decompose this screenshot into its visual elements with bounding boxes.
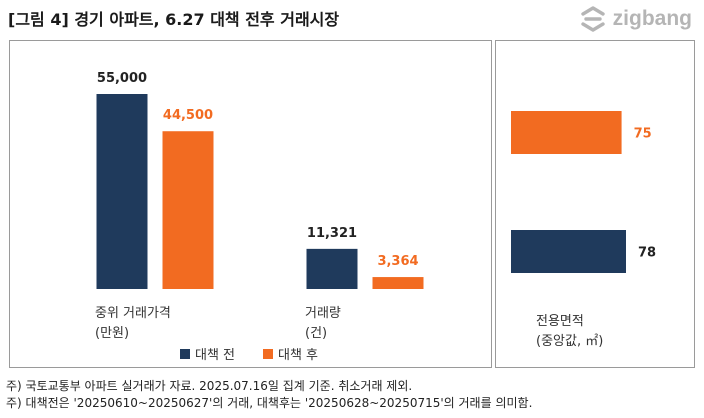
hbar-after [511, 111, 622, 154]
data-label-after-1: 3,364 [377, 254, 418, 269]
grouped-bar-chart: 55,000 44,500 중위 거래가격 (만원) 11,321 3,364 거래량 (건)… [95, 71, 424, 363]
left-chart-panel: 55,000 44,500 중위 거래가격 (만원) 11,321 3,364 거래량 (건)… [9, 40, 492, 368]
zigbang-logo-text: zigbang [612, 7, 692, 30]
zigbang-logo-icon [580, 6, 605, 32]
data-label-before-1: 11,321 [307, 226, 357, 241]
bar-before-1 [306, 248, 358, 289]
hbar-label-after: 75 [634, 127, 652, 142]
category-label-1: 거래량 [305, 306, 341, 321]
category-unit-1: (건) [305, 326, 327, 341]
legend-label-before: 대책 전 [195, 348, 235, 363]
chart-title: [그림 4] 경기 아파트, 6.27 대책 전후 거래시장 [8, 10, 340, 29]
category-label-0: 중위 거래가격 [95, 306, 171, 321]
footnotes: 주) 국토교통부 아파트 실거래가 자료. 2025.07.16일 집계 기준.… [6, 378, 532, 412]
bar-before-0 [96, 94, 148, 289]
hbar-category-unit: (중앙값, ㎡) [536, 334, 603, 349]
horizontal-bar-chart: 75 78 전용면적 (중앙값, ㎡) [511, 111, 656, 349]
category-unit-0: (만원) [95, 326, 129, 341]
legend-label-after: 대책 후 [278, 348, 318, 363]
data-label-after-0: 44,500 [163, 108, 213, 123]
data-label-before-0: 55,000 [97, 71, 147, 86]
hbar-category-label: 전용면적 [536, 314, 584, 329]
hbar-label-before: 78 [638, 246, 656, 261]
right-chart-panel: 75 78 전용면적 (중앙값, ㎡) [495, 40, 695, 368]
bar-after-1 [372, 277, 424, 289]
footnote-2: 주) 대책전은 '20250610~20250627'의 거래, 대책후는 '2… [6, 396, 533, 410]
legend-swatch-after [263, 349, 273, 359]
footnote-1: 주) 국토교통부 아파트 실거래가 자료. 2025.07.16일 집계 기준.… [6, 379, 413, 393]
zigbang-logo: zigbang [579, 6, 692, 32]
hbar-before [511, 230, 626, 273]
bar-after-0 [162, 131, 214, 289]
legend-swatch-before [180, 349, 190, 359]
